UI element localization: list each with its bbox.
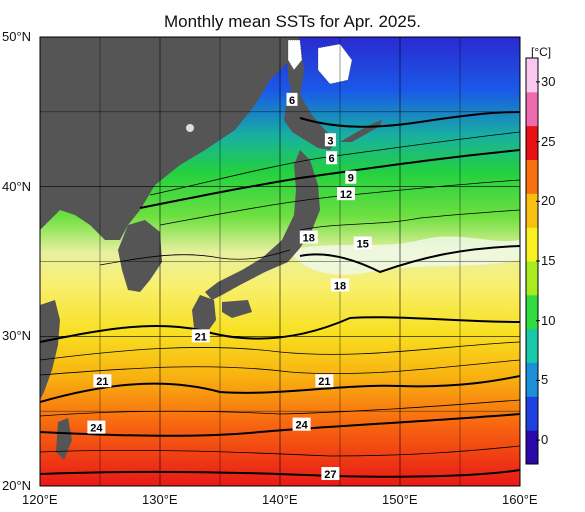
colorbar-segment: [526, 396, 538, 431]
isotherm-contours: [40, 111, 520, 478]
map-title: Monthly mean SSTs for Apr. 2025.: [163, 12, 422, 31]
longitude-label: 140°E: [262, 492, 298, 507]
sea-ice: [287, 39, 303, 71]
contour-label: 18: [331, 278, 349, 292]
longitude-label: 120°E: [22, 492, 58, 507]
contour-value: 27: [324, 469, 336, 481]
contour-value: 9: [348, 173, 354, 185]
colorbar-segment: [526, 362, 538, 397]
contour-label: 18: [299, 230, 318, 245]
contour-value: 21: [318, 376, 330, 388]
contour-value: 18: [303, 233, 315, 245]
contour-value: 12: [340, 189, 352, 201]
contour-label: 24: [87, 420, 106, 435]
contour-label: 12: [337, 187, 355, 201]
contour-value: 6: [329, 153, 335, 165]
colorbar-tick-label: 30: [541, 73, 556, 89]
contour-labels: 6 3 6 9 12 18 15 18 21 21 21 24 24 27: [87, 92, 372, 481]
contour-label: 9: [345, 170, 357, 185]
longitude-label: 150°E: [382, 492, 418, 507]
japan-kyushu: [192, 295, 216, 334]
contour-value: 24: [90, 423, 103, 435]
small-island: [186, 124, 194, 132]
latitude-label: 30°N: [2, 328, 32, 344]
colorbar-tick-label: 0: [541, 432, 549, 448]
colorbar-unit: [°C]: [531, 45, 552, 59]
latitude-label: 50°N: [2, 29, 32, 44]
contour-value: 6: [289, 95, 295, 107]
colorbar-tick-label: 20: [541, 193, 556, 209]
contour-label: 21: [315, 374, 334, 388]
contour-label: 6: [326, 151, 338, 165]
asia-mainland: [40, 37, 300, 240]
contour-value: 21: [195, 331, 207, 343]
japan-shikoku: [222, 300, 252, 318]
korea-peninsula: [118, 220, 162, 292]
contour-label: 24: [292, 417, 311, 432]
kuril-islands: [340, 120, 382, 142]
contour-label: 6: [286, 92, 298, 107]
colorbar-segment: [526, 328, 538, 363]
longitude-label: 130°E: [142, 492, 178, 507]
contour-value: 21: [96, 376, 108, 388]
contour-value: 3: [327, 135, 333, 147]
colorbar: [525, 57, 540, 465]
graticule: [39, 36, 521, 487]
colorbar-segment: [526, 294, 538, 330]
latitude-label: 20°N: [2, 478, 32, 493]
contour-label: 27: [321, 467, 340, 481]
contour-label: 21: [191, 329, 210, 343]
colorbar-segment: [526, 125, 538, 160]
taiwan: [56, 418, 72, 460]
colorbar-segment: [526, 193, 538, 228]
colorbar-tick-label: 15: [541, 253, 556, 268]
contour-label: 21: [93, 374, 112, 388]
colorbar-segment: [526, 261, 538, 296]
warm-band: [290, 236, 520, 275]
japan-honshu: [205, 150, 320, 300]
longitude-label: 160°E: [502, 492, 538, 507]
colorbar-segment: [526, 91, 538, 127]
colorbar-tick-label: 10: [541, 312, 556, 328]
colorbar-tick-label: 5: [541, 372, 549, 388]
contour-value: 18: [334, 280, 346, 292]
colorbar-segment: [526, 430, 538, 465]
colorbar-segment: [526, 58, 538, 93]
colorbar-segment: [526, 227, 538, 262]
japan-hokkaido: [284, 95, 336, 150]
colorbar-tick-label: 25: [541, 133, 556, 149]
contour-value: 24: [295, 420, 308, 432]
latitude-label: 40°N: [2, 178, 32, 194]
contour-label: 3: [324, 133, 336, 147]
colorbar-segment: [526, 159, 538, 194]
contour-value: 15: [357, 239, 369, 251]
contour-label: 15: [353, 236, 372, 251]
